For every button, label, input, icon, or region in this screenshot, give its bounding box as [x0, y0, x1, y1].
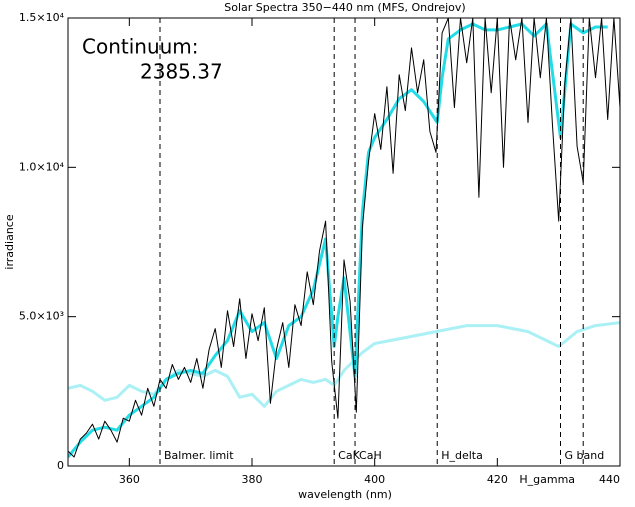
- y-tick-label: 1.0×10⁴: [19, 160, 65, 173]
- chart-title: Solar Spectra 350−440 nm (MFS, Ondrejov): [224, 1, 465, 14]
- annotation: 2385.37: [140, 60, 223, 84]
- plot-frame: [67, 17, 621, 467]
- y-tick-label: 1.5×10⁴: [19, 11, 65, 24]
- marker-label: G band: [565, 449, 605, 462]
- series-line: [68, 18, 620, 458]
- marker-label: CaH: [359, 449, 382, 462]
- x-tick-label: 440: [599, 473, 620, 486]
- marker-label: Balmer. limit: [164, 449, 234, 462]
- x-tick-label: 380: [242, 473, 263, 486]
- marker-label: H_delta: [441, 449, 483, 462]
- plot-area: [68, 18, 620, 458]
- marker-label: CaK: [338, 449, 360, 462]
- x-tick-label: 360: [119, 473, 140, 486]
- y-axis-label: irradiance: [3, 214, 16, 269]
- y-tick-label: 0: [57, 459, 64, 472]
- annotation: Continuum:: [82, 35, 199, 59]
- series-line: [68, 321, 620, 408]
- marker-label: H_gamma: [519, 473, 575, 486]
- y-tick-label: 5.0×10³: [19, 310, 64, 323]
- x-tick-label: 400: [364, 473, 385, 486]
- x-tick-label: 420: [487, 473, 508, 486]
- x-axis-label: wavelength (nm): [298, 488, 392, 501]
